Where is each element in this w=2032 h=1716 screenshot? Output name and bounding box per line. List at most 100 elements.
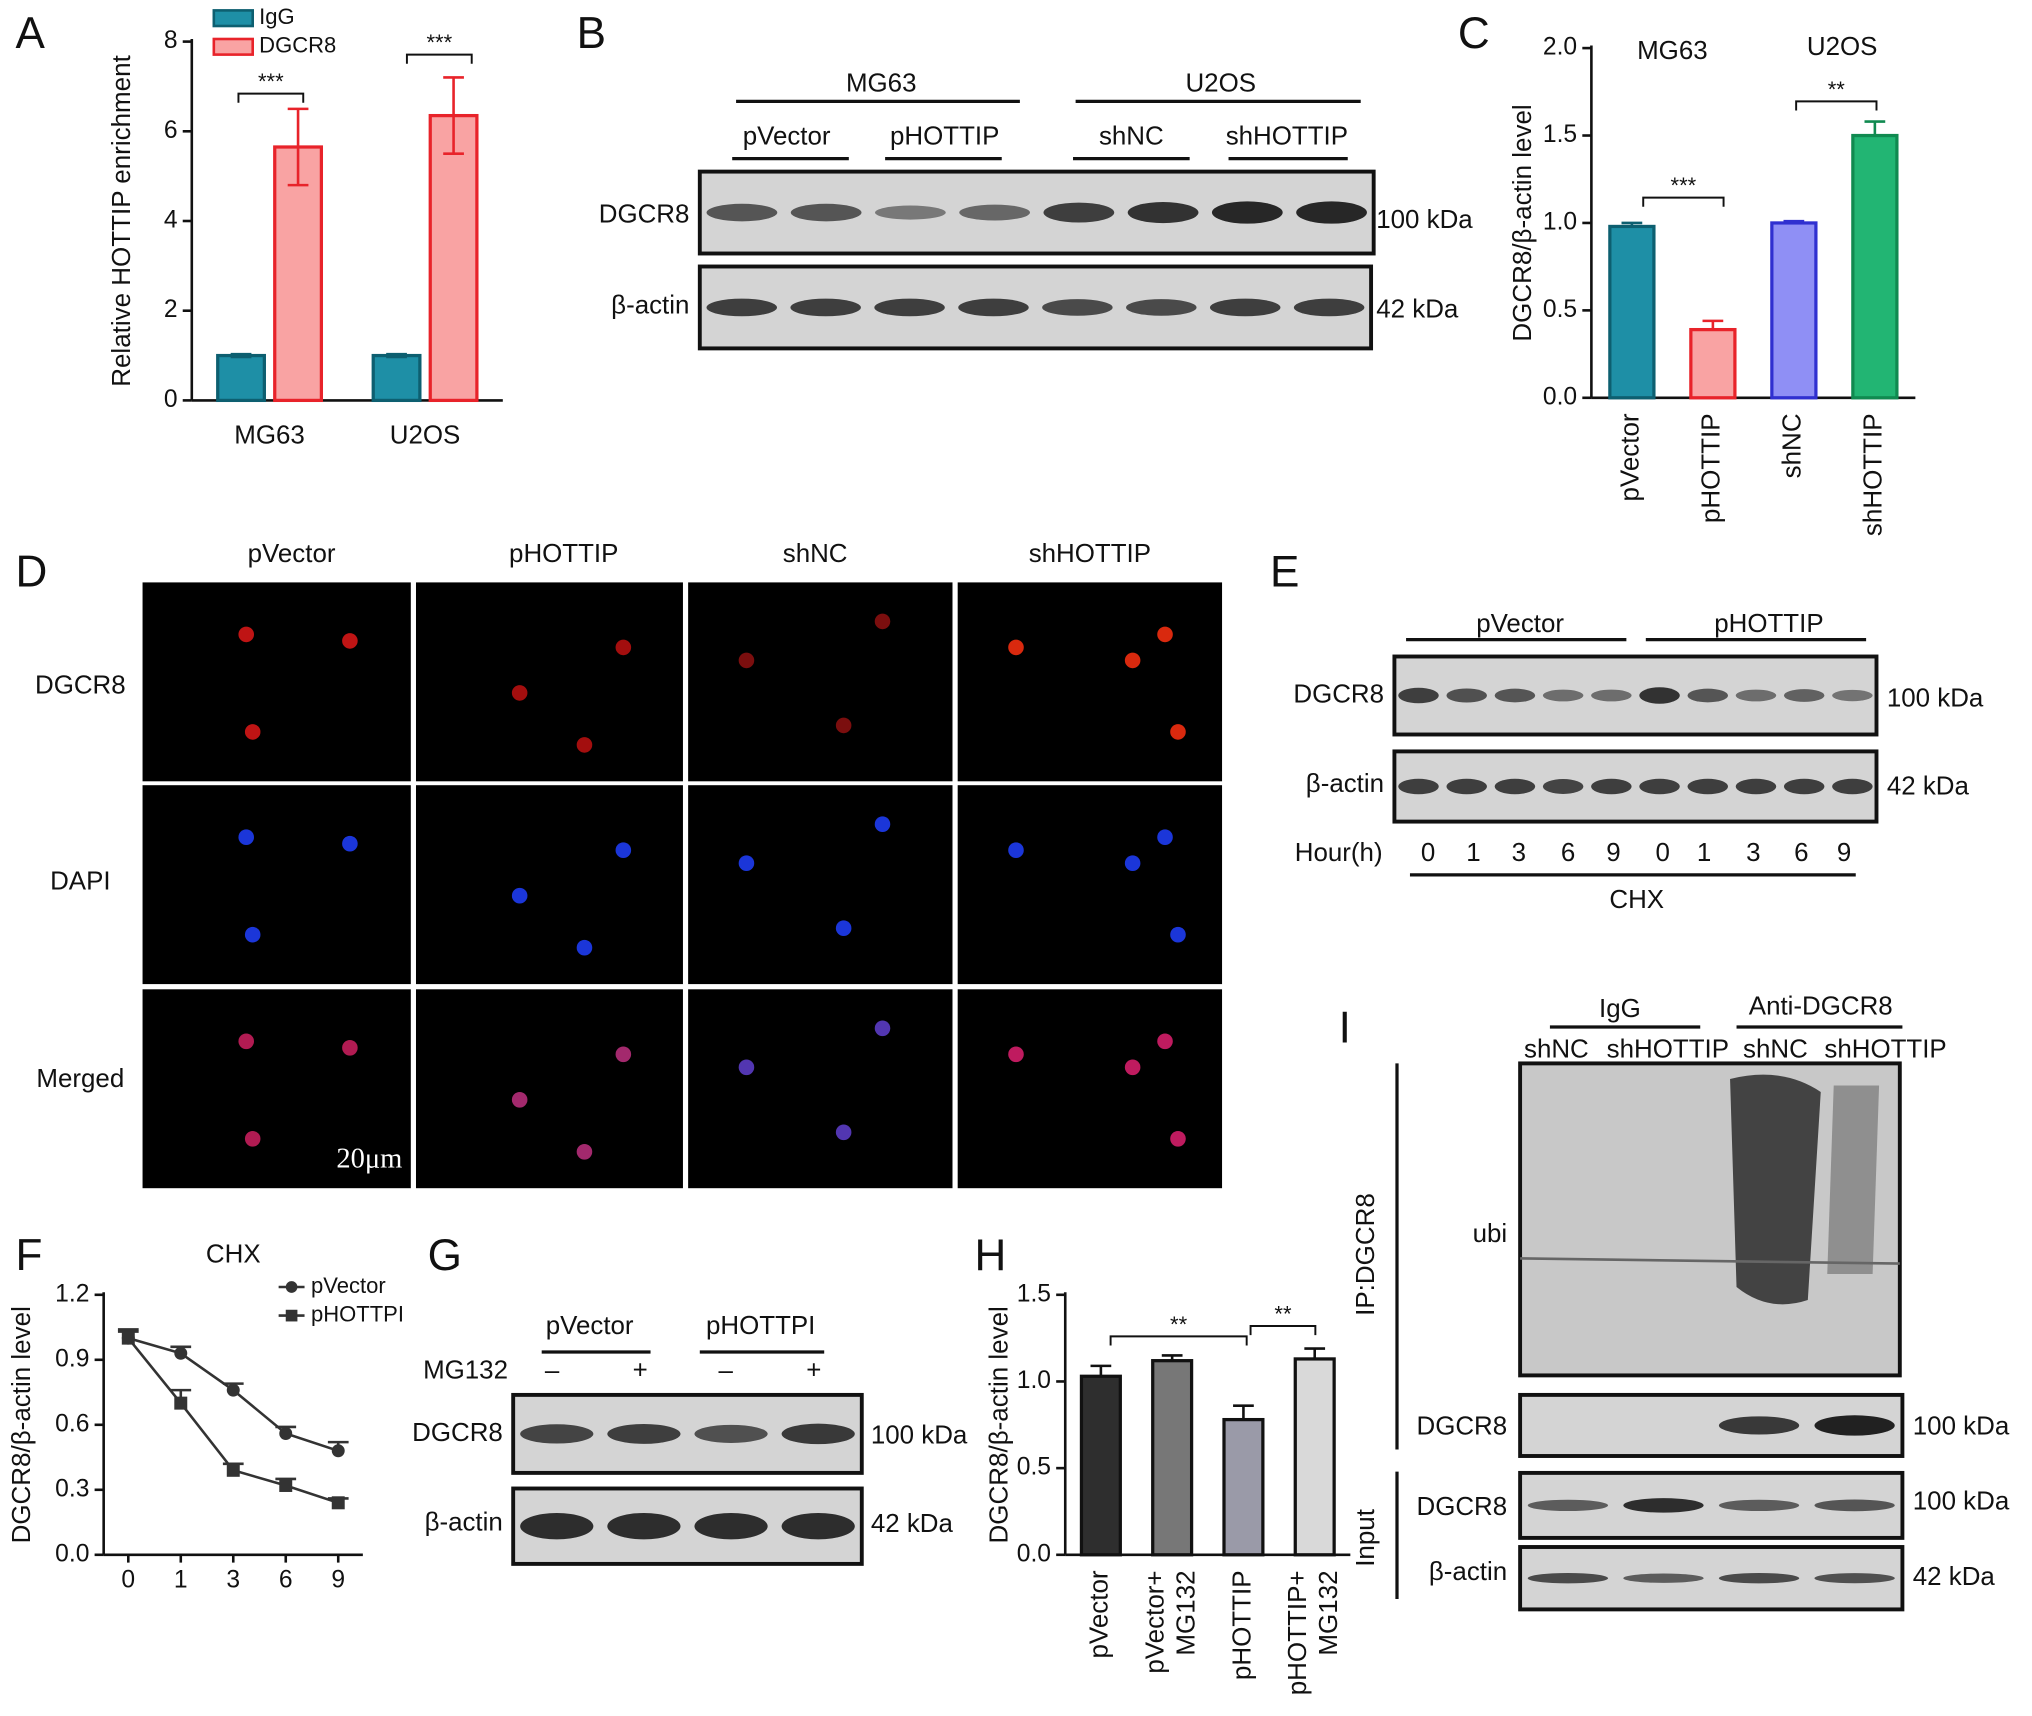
cell — [244, 724, 261, 740]
marker — [279, 1478, 293, 1492]
y-tick-label: 6 — [164, 117, 178, 144]
band — [1832, 778, 1873, 795]
cell — [874, 816, 891, 832]
cell — [238, 626, 254, 643]
band — [520, 1512, 594, 1540]
lane-label: pVector — [743, 123, 831, 151]
x-tick-label: 3 — [226, 1566, 240, 1593]
cell — [511, 887, 528, 904]
sign-label: – — [545, 1356, 560, 1384]
band — [875, 205, 946, 220]
micrograph — [688, 989, 953, 1189]
band — [1687, 688, 1729, 703]
cell — [1124, 652, 1141, 669]
x-tick-label: pHOTTIP — [1698, 413, 1726, 523]
band — [1814, 1415, 1895, 1436]
y-tick-label: 0.3 — [55, 1475, 89, 1502]
row-label: DAPI — [50, 868, 110, 896]
band — [1735, 689, 1777, 702]
cell — [342, 633, 358, 649]
y-tick-label: 1.5 — [1543, 121, 1577, 148]
size-label: 100 kDa — [1887, 684, 1984, 712]
cell — [615, 842, 632, 858]
marker — [331, 1444, 345, 1458]
bar — [216, 353, 266, 403]
y-tick-label: 0.0 — [1543, 383, 1577, 410]
band — [1296, 201, 1367, 224]
row-label: β-actin — [425, 1508, 503, 1536]
band — [1127, 202, 1199, 224]
cell — [835, 717, 852, 734]
micrograph — [957, 989, 1223, 1189]
group-label: MG63 — [846, 69, 917, 97]
band — [1494, 688, 1536, 703]
marker — [121, 1331, 135, 1345]
panel-letter: H — [975, 1231, 1007, 1280]
band — [607, 1512, 681, 1540]
x-tick-label: MG132 — [1173, 1570, 1201, 1655]
band — [781, 1512, 855, 1540]
marker — [226, 1383, 240, 1397]
treatment-label: MG132 — [423, 1356, 508, 1384]
micrograph — [688, 582, 953, 782]
lane-label: shNC — [1099, 123, 1164, 151]
hour-label: 1 — [1697, 839, 1711, 867]
band — [1043, 202, 1115, 223]
band — [1591, 689, 1632, 702]
bar — [1689, 327, 1737, 400]
y-tick-label: 0.5 — [1017, 1454, 1051, 1481]
micrograph — [688, 785, 953, 985]
band — [1718, 1499, 1800, 1512]
micrograph — [957, 582, 1223, 782]
cell — [1124, 855, 1141, 871]
x-tick-label: 0 — [121, 1566, 135, 1593]
hour-label: 9 — [1606, 839, 1620, 867]
band — [1398, 687, 1439, 704]
band — [1814, 1499, 1895, 1512]
sig-bracket — [1109, 1335, 1248, 1346]
sign-label: – — [719, 1356, 734, 1384]
cell — [1157, 1033, 1173, 1050]
cell — [342, 835, 358, 852]
hour-label: 6 — [1794, 839, 1808, 867]
row-label: ubi — [1473, 1220, 1508, 1248]
bar — [1770, 221, 1818, 400]
sign-label: + — [633, 1356, 648, 1384]
legend-swatch — [212, 37, 254, 56]
row-label: β-actin — [1306, 770, 1384, 798]
band — [1398, 778, 1439, 795]
cell — [1008, 639, 1024, 656]
x-tick-label: 6 — [279, 1566, 293, 1593]
y-tick-label: 0.9 — [55, 1345, 89, 1372]
blot — [697, 264, 1374, 351]
x-tick-label: U2OS — [390, 422, 461, 450]
band — [706, 203, 778, 222]
size-label: 42 kDa — [1887, 773, 1970, 801]
size-label: 100 kDa — [871, 1421, 968, 1449]
group-label: U2OS — [1807, 33, 1878, 61]
band — [1542, 689, 1584, 702]
micrograph — [415, 582, 683, 782]
significance: ** — [1274, 1301, 1292, 1326]
band — [1687, 778, 1729, 795]
row-label: DGCR8 — [35, 671, 126, 699]
x-tick-label: pVector — [1617, 413, 1645, 501]
cell — [576, 737, 593, 753]
row-label: DGCR8 — [599, 201, 690, 229]
y-axis-label: Relative HOTTIP enrichment — [108, 54, 136, 386]
cell — [835, 920, 852, 936]
cell — [511, 1092, 528, 1108]
x-tick-label: shNC — [1779, 413, 1807, 478]
significance: ** — [1828, 77, 1846, 102]
group-label: U2OS — [1185, 69, 1256, 97]
band — [1042, 299, 1113, 316]
ip-label: IP:DGCR8 — [1352, 1193, 1380, 1316]
cell — [576, 939, 593, 956]
y-axis-label: DGCR8/β-actin level — [985, 1306, 1013, 1543]
row-label: DGCR8 — [1416, 1493, 1507, 1521]
cell — [874, 1020, 891, 1037]
group-label: Anti-DGCR8 — [1749, 992, 1893, 1020]
row-label: DGCR8 — [412, 1419, 503, 1447]
x-tick-label: pVector — [1086, 1570, 1114, 1658]
